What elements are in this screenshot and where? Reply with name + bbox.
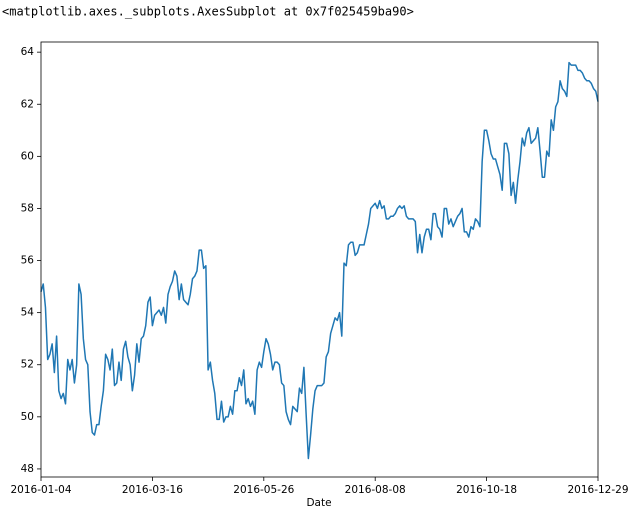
output-text: <matplotlib.axes._subplots.AxesSubplot a… (2, 5, 414, 19)
x-tick-label: 2016-08-08 (345, 484, 406, 496)
x-tick-label: 2016-01-04 (10, 484, 71, 496)
x-axis-label: Date (306, 497, 331, 509)
y-tick-label: 64 (21, 46, 35, 58)
x-tick-label: 2016-05-26 (233, 484, 294, 496)
y-tick-label: 62 (21, 98, 34, 110)
y-tick-label: 54 (21, 307, 35, 319)
y-tick-label: 50 (21, 411, 34, 423)
y-tick-label: 60 (21, 150, 34, 162)
line-series (40, 61, 599, 460)
x-tick-label: 2016-12-29 (567, 484, 628, 496)
y-tick-label: 52 (21, 359, 34, 371)
plot-frame (40, 41, 599, 478)
x-tick-label: 2016-03-16 (122, 484, 183, 496)
y-tick-label: 48 (21, 463, 34, 475)
y-tick-label: 56 (21, 255, 35, 267)
x-tick-label: 2016-10-18 (456, 484, 517, 496)
y-tick-label: 58 (21, 202, 34, 214)
